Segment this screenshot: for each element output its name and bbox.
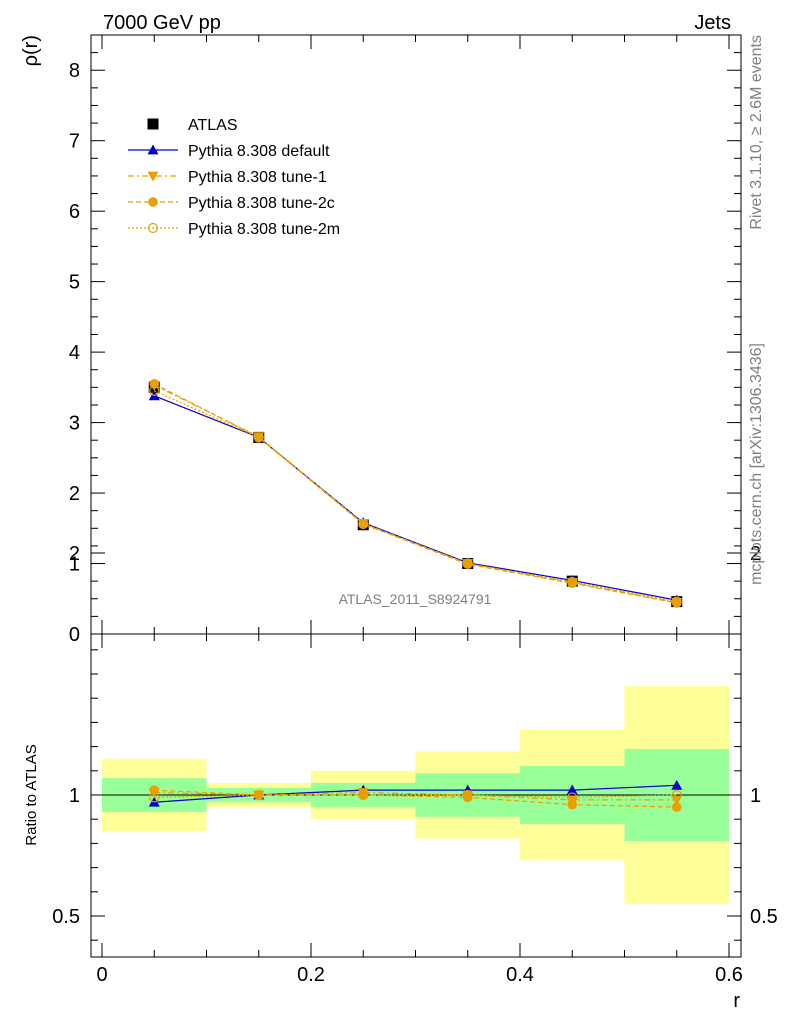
ratio-point-3-2 [358,789,369,801]
main-y-tick-label: 7 [69,131,80,153]
ratio-series-line-2 [154,789,677,808]
ratio-point-2-3 [462,792,473,803]
ratio-series-2 [149,785,682,812]
ratio-point-1-5 [671,795,683,806]
ratio-y-tick-label: 2 [69,543,80,565]
ratio-y-axis-label: Ratio to ATLAS [23,744,40,845]
main-point-3-3 [462,559,473,570]
main-y-tick-label: 1 [69,554,80,576]
data-series [148,379,683,812]
main-y-tick-label: 6 [69,201,80,223]
legend-label-4: Pythia 8.308 tune-2m [188,221,340,238]
main-y-tick-label: 5 [69,272,80,294]
main-series-4 [149,385,682,607]
main-y-tick-label: 8 [69,60,80,82]
main-series-line-4 [154,390,677,603]
legend-marker-1 [147,144,159,155]
legend-entry-2: Pythia 8.308 tune-1 [128,169,327,186]
legend: ATLAS Pythia 8.308 default Pythia 8.308 tu… [128,117,340,238]
main-point-4-5 [671,596,682,607]
rivet-side-label: Rivet 3.1.10, ≥ 2.6M events [748,35,765,230]
legend-marker-0 [147,118,159,130]
x-tick-label: 0.2 [297,964,325,986]
ratio-y-tick-label: 0.5 [52,906,80,928]
main-y-tick-label: 2 [69,483,80,505]
ratio-series-line-3 [154,794,677,799]
main-y-axis-label: ρ(r) [20,35,42,66]
ratio-point-2-0 [149,785,160,795]
ratio-point-3-5 [671,789,682,801]
ratio-y-tick-label-right: 0.5 [750,906,778,928]
legend-entry-1: Pythia 8.308 default [128,143,330,160]
main-series-0 [148,381,683,608]
ratio-series-line-1 [154,791,677,801]
main-point-4-3 [462,558,473,569]
ratio-point-0-5 [671,779,683,790]
legend-label-0: ATLAS [188,117,238,134]
ratio-y-tick-label: 1 [69,785,80,807]
ratio-series-line-0 [154,784,677,803]
legend-label-1: Pythia 8.308 default [188,143,330,160]
main-y-tick-label: 0 [69,624,80,646]
ratio-y-tick-label-right: 1 [750,785,761,807]
legend-label-2: Pythia 8.308 tune-1 [188,169,327,186]
header-right-label: Jets [694,12,731,34]
legend-entry-3: Pythia 8.308 tune-2c [128,195,335,212]
main-point-3-2 [358,519,369,529]
legend-marker-3 [148,197,158,207]
ratio-y-tick-label-right: 2 [750,543,761,565]
header-left-label: 7000 GeV pp [103,12,221,34]
main-series-line-1 [154,395,677,601]
main-point-4-4 [567,576,578,587]
legend-entry-0: ATLAS [147,117,238,134]
main-point-4-0 [149,385,160,396]
x-tick-label: 0.4 [506,964,534,986]
main-series-2 [148,380,683,608]
x-axis-label: r [733,990,740,1012]
ratio-point-3-0 [149,792,160,803]
watermark-label: ATLAS_2011_S8924791 [339,591,492,607]
main-point-4-1 [253,432,264,443]
mcplots-side-label: mcplots.cern.ch [arXiv:1306.3436] [748,343,765,585]
ratio-series-3 [149,789,682,803]
ratio-point-2-4 [567,799,578,810]
ratio-point-3-3 [462,789,473,801]
legend-marker-2 [147,171,159,182]
main-point-3-0 [149,379,160,389]
ratio-point-0-4 [566,784,578,795]
main-point-4-2 [358,518,369,530]
legend-entry-4: Pythia 8.308 tune-2m [128,221,340,238]
main-series-line-2 [153,384,677,603]
ratio-point-3-4 [567,792,578,803]
main-y-tick-label: 4 [69,342,80,364]
legend-label-3: Pythia 8.308 tune-2c [188,195,335,212]
legend-marker-4 [147,222,159,234]
x-tick-label: 0.6 [715,964,743,986]
ratio-point-2-5 [671,802,682,812]
main-series-line-3 [153,383,677,604]
ratio-point-3-1 [253,789,264,801]
main-series-3 [149,379,682,608]
main-y-tick-label: 3 [69,413,80,435]
x-tick-label: 0 [96,964,107,986]
